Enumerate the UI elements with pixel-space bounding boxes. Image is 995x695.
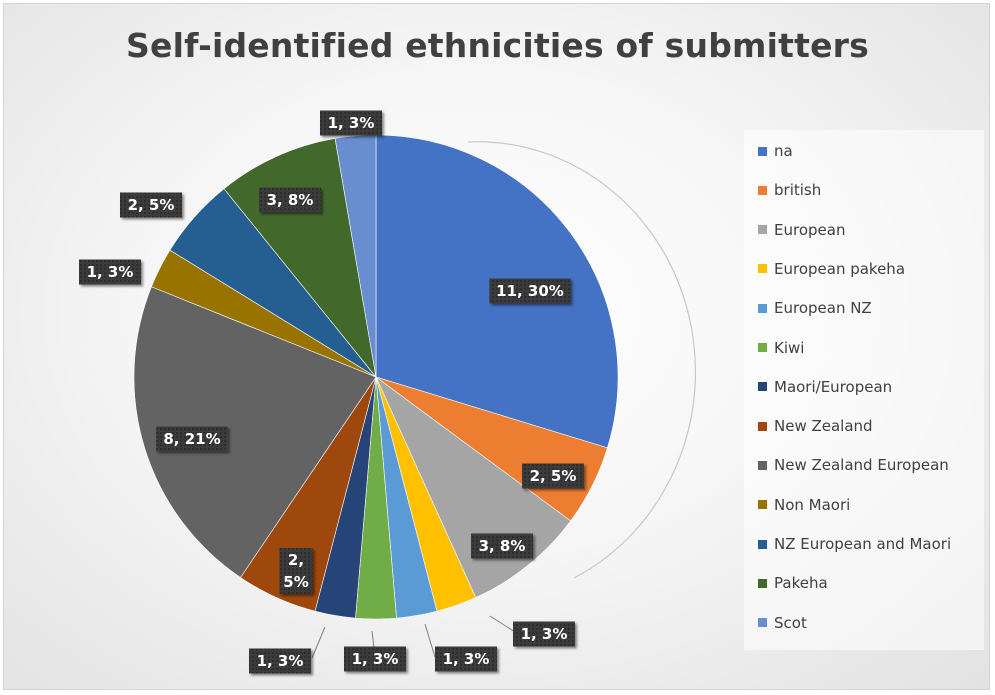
data-label-box (435, 646, 497, 672)
data-label-text: 1, 3% (87, 263, 134, 281)
data-label-british: 2, 5% (522, 463, 584, 489)
data-label-new-zealand-european: 8, 21% (156, 426, 228, 452)
data-label-maori-european: 1, 3% (249, 648, 311, 674)
data-label-text: 1, 3% (257, 652, 304, 670)
legend-swatch (758, 343, 767, 352)
leader-line-european-nz (424, 623, 436, 658)
legend-item-na: na (758, 140, 793, 162)
legend-swatch (758, 303, 767, 313)
data-label-european-nz: 1, 3% (435, 646, 497, 672)
data-label-box (249, 648, 311, 674)
legend-label: Scot (774, 613, 807, 632)
legend-item-non-maori: Non Maori (758, 494, 850, 516)
legend-swatch (758, 578, 767, 588)
data-label-box (279, 548, 313, 594)
data-label-box (320, 110, 382, 136)
data-label-na: 11, 30% (489, 278, 571, 304)
legend-label: New Zealand (774, 417, 873, 436)
leader-line-european-pakeha (489, 615, 516, 633)
legend-swatch (758, 185, 767, 195)
legend-swatch (758, 225, 767, 235)
data-label-new-zealand: 2,5% (279, 548, 313, 594)
data-label-non-maori: 1, 3% (79, 259, 141, 285)
legend-label: European pakeha (774, 259, 906, 278)
legend-label: Maori/European (774, 377, 893, 396)
data-label-text: 1, 3% (443, 650, 490, 668)
legend-label: Kiwi (774, 338, 805, 357)
data-label-pakeha: 3, 8% (259, 187, 321, 213)
legend-item-kiwi: Kiwi (758, 337, 804, 359)
legend-label: European (774, 220, 846, 239)
data-label-box (79, 259, 141, 285)
data-label-box (344, 646, 406, 672)
data-label-box (471, 533, 533, 559)
legend-label: European NZ (774, 299, 872, 318)
data-label-box (156, 426, 228, 452)
data-label-text: 2, 5% (530, 467, 577, 485)
legend-swatch (758, 421, 767, 431)
leader-line-maori-european (311, 626, 326, 659)
legend-swatch (758, 618, 767, 628)
leader-line-kiwi (371, 630, 375, 649)
legend-swatch (758, 460, 767, 470)
data-label-text: 3, 8% (479, 537, 526, 555)
data-label-kiwi: 1, 3% (344, 646, 406, 672)
legend-item-european-nz: European NZ (758, 297, 872, 319)
legend-label: british (774, 181, 822, 200)
legend-label: Non Maori (774, 495, 851, 514)
data-label-european-pakeha: 1, 3% (513, 621, 575, 647)
legend-label: NZ European and Maori (774, 535, 952, 553)
data-label-box (513, 621, 575, 647)
legend-swatch (758, 146, 767, 156)
data-label-text: 2, (288, 551, 304, 569)
data-label-text: 5% (283, 573, 308, 591)
data-label-box (259, 187, 321, 213)
legend-item-british: british (758, 179, 821, 201)
data-label-text: 1, 3% (521, 625, 568, 643)
data-label-scot: 1, 3% (320, 110, 382, 136)
data-label-text: 11, 30% (496, 282, 564, 300)
legend-swatch (758, 500, 767, 510)
legend-label: na (774, 142, 793, 160)
data-label-box (522, 463, 584, 489)
data-label-text: 1, 3% (328, 114, 375, 132)
legend-item-european-pakeha: European pakeha (758, 258, 905, 280)
legend: na british European European pakeha European… (744, 130, 984, 650)
data-label-nz-european-and-maori: 2, 5% (120, 192, 182, 218)
pie-slice-new-zealand-european (133, 286, 377, 578)
data-label-text: 1, 3% (352, 650, 399, 668)
legend-item-scot: Scot (758, 612, 807, 634)
legend-item-european: European (758, 219, 845, 241)
legend-swatch (758, 264, 767, 274)
data-label-text: 8, 21% (163, 430, 220, 448)
legend-item-maori-european: Maori/European (758, 376, 892, 398)
legend-item-nz-european-and-maori: NZ European and Maori (758, 533, 951, 555)
data-label-box (120, 192, 182, 218)
data-label-european: 3, 8% (471, 533, 533, 559)
legend-swatch (758, 539, 767, 549)
legend-swatch (758, 382, 767, 392)
data-label-text: 2, 5% (128, 196, 175, 214)
legend-item-new-zealand: New Zealand (758, 415, 873, 437)
legend-label: New Zealand European (774, 456, 949, 475)
data-label-text: 3, 8% (267, 191, 314, 209)
legend-label: Pakeha (774, 574, 828, 593)
chart-title: Self-identified ethnicities of submitter… (126, 26, 869, 65)
legend-item-pakeha: Pakeha (758, 572, 828, 594)
decorative-arc (467, 141, 697, 579)
legend-item-new-zealand-european: New Zealand European (758, 454, 949, 476)
data-label-box (489, 278, 571, 304)
